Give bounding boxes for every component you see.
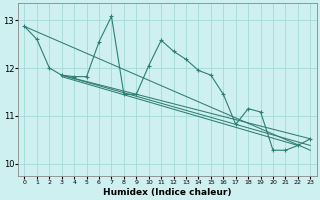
X-axis label: Humidex (Indice chaleur): Humidex (Indice chaleur) bbox=[103, 188, 232, 197]
